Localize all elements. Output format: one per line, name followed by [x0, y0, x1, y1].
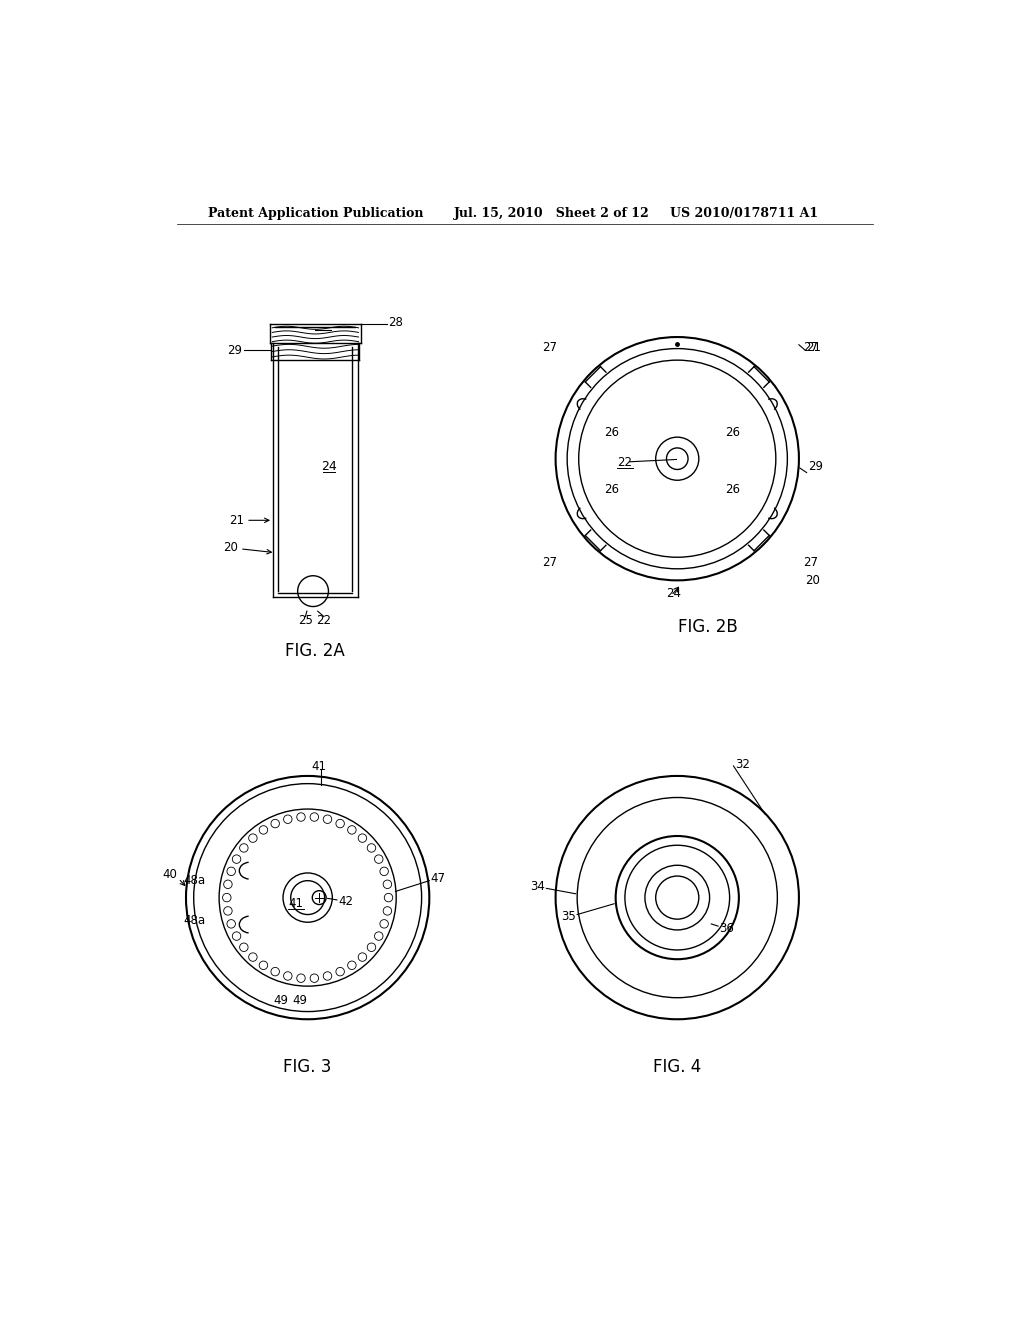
Text: 27: 27	[803, 341, 818, 354]
Text: 26: 26	[725, 425, 740, 438]
Text: 27: 27	[542, 557, 557, 569]
Text: 29: 29	[808, 461, 823, 474]
Text: 48a: 48a	[183, 915, 205, 927]
Text: 21: 21	[229, 513, 245, 527]
Text: FIG. 4: FIG. 4	[653, 1059, 701, 1076]
Text: 26: 26	[604, 425, 620, 438]
Text: 49: 49	[293, 994, 307, 1007]
Text: 34: 34	[530, 879, 545, 892]
Text: 47: 47	[431, 871, 445, 884]
Text: 36: 36	[720, 921, 734, 935]
Text: 26: 26	[725, 483, 740, 496]
Text: 24: 24	[322, 459, 337, 473]
Text: 40: 40	[162, 869, 177, 880]
Text: FIG. 2A: FIG. 2A	[286, 643, 345, 660]
Text: 42: 42	[339, 895, 353, 908]
Text: US 2010/0178711 A1: US 2010/0178711 A1	[670, 207, 818, 220]
Text: Patent Application Publication: Patent Application Publication	[208, 207, 423, 220]
Text: 35: 35	[561, 911, 575, 924]
Text: 48a: 48a	[183, 874, 205, 887]
Text: 20: 20	[223, 541, 239, 554]
Text: 25: 25	[298, 614, 312, 627]
Text: 32: 32	[735, 758, 750, 771]
Text: 20: 20	[805, 574, 820, 587]
Text: 27: 27	[542, 341, 557, 354]
Text: 41: 41	[311, 760, 327, 774]
Text: FIG. 2B: FIG. 2B	[678, 618, 738, 635]
Text: 22: 22	[617, 455, 633, 469]
Text: 26: 26	[604, 483, 620, 496]
Text: 41: 41	[289, 898, 303, 911]
Text: 29: 29	[227, 343, 243, 356]
Text: 28: 28	[388, 315, 403, 329]
Text: 24: 24	[666, 587, 681, 601]
Text: FIG. 3: FIG. 3	[284, 1059, 332, 1076]
Text: 21: 21	[807, 341, 821, 354]
Text: 49: 49	[273, 994, 288, 1007]
Text: Jul. 15, 2010   Sheet 2 of 12: Jul. 15, 2010 Sheet 2 of 12	[454, 207, 649, 220]
Text: 22: 22	[316, 614, 332, 627]
Text: 27: 27	[803, 557, 818, 569]
